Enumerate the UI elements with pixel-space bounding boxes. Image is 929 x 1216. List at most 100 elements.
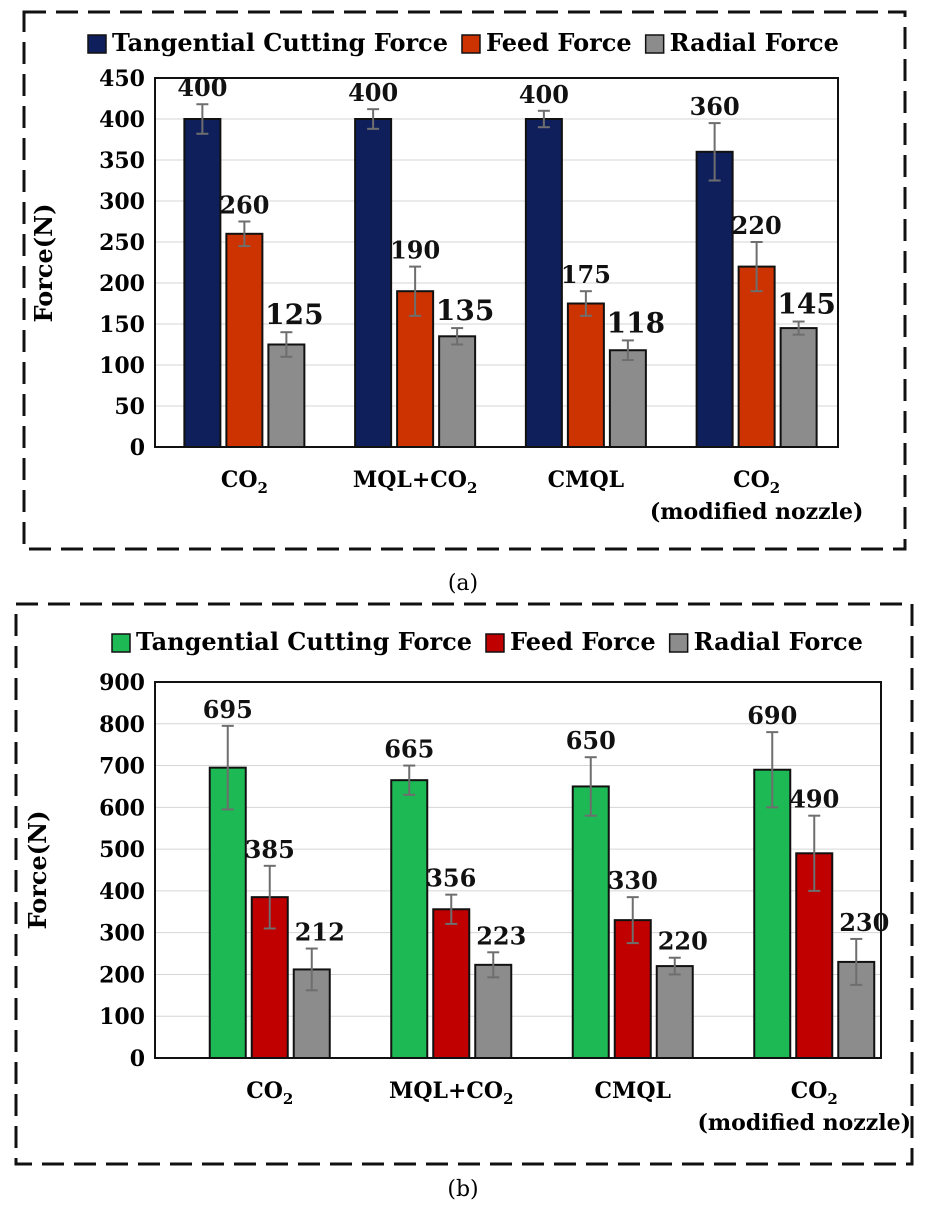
legend-label: Tangential Cutting Force — [136, 627, 472, 656]
data-label: 135 — [436, 294, 494, 327]
data-label: 330 — [608, 866, 658, 895]
x-tick-label: CO2 — [791, 1078, 838, 1108]
data-label: 220 — [658, 927, 708, 956]
legend-label: Tangential Cutting Force — [112, 28, 448, 57]
y-axis-label-a: Force(N) — [29, 204, 58, 323]
x-tick-label: MQL+CO2 — [353, 467, 478, 497]
legend-a: Tangential Cutting Force Feed Force Radial… — [87, 28, 839, 57]
bar — [390, 779, 429, 1060]
panel-a: Tangential Cutting Force Feed Force Radial… — [22, 10, 907, 596]
bar — [474, 963, 513, 1060]
plot-frame — [154, 77, 839, 448]
y-tick-label: 450 — [99, 66, 145, 92]
data-label: 230 — [839, 908, 889, 937]
y-tick-label: 800 — [99, 712, 145, 738]
bar — [779, 327, 818, 449]
x-tick-label: CO2 — [733, 467, 780, 497]
legend-label: Feed Force — [486, 28, 632, 57]
legend-swatch — [668, 633, 689, 653]
y-tick-label: 500 — [99, 837, 145, 863]
y-tick-label: 400 — [99, 107, 145, 133]
data-label: 400 — [177, 73, 227, 102]
y-tick-label: 350 — [99, 148, 145, 174]
data-label: 145 — [777, 288, 835, 321]
y-tick-label: 400 — [99, 879, 145, 905]
data-label: 490 — [789, 785, 839, 814]
plot-area-b: 0 100 200 300 400 500 600 700 800 900 695 385 212 CO2… — [99, 670, 911, 1136]
data-label: 665 — [384, 735, 434, 764]
bar — [208, 766, 247, 1060]
data-label: 118 — [607, 306, 665, 339]
y-axis-label-b: Force(N) — [23, 811, 52, 930]
bar — [608, 349, 647, 448]
legend-b: Tangential Cutting Force Feed Force Radial… — [111, 627, 863, 656]
legend-swatch — [644, 34, 665, 54]
y-tick-label: 100 — [99, 1004, 145, 1030]
legend-swatch — [87, 34, 107, 54]
data-label: 385 — [245, 835, 295, 864]
bar — [571, 785, 610, 1059]
bar — [524, 118, 563, 448]
x-tick-label-line2: (modified nozzle) — [697, 1110, 911, 1136]
panel-label-b: (b) — [447, 1177, 478, 1202]
bar — [695, 150, 734, 449]
x-tick-label-line2: (modified nozzle) — [650, 499, 864, 525]
data-label: 190 — [390, 236, 440, 265]
y-tick-label: 0 — [130, 435, 145, 461]
y-tick-label: 50 — [114, 394, 145, 420]
panel-b-border — [14, 602, 914, 1166]
plot-frame — [154, 681, 882, 1059]
data-label: 260 — [219, 191, 269, 220]
legend-label: Radial Force — [694, 627, 863, 656]
bar — [566, 302, 605, 448]
data-label: 360 — [690, 92, 740, 121]
panel-b: Tangential Cutting Force Feed Force Radial… — [14, 602, 914, 1202]
data-label: 223 — [476, 921, 526, 950]
data-label: 690 — [747, 701, 797, 730]
data-label: 695 — [203, 695, 253, 724]
x-tick-label: CO2 — [221, 467, 268, 497]
bar — [225, 232, 264, 448]
x-tick-label: CO2 — [246, 1078, 293, 1108]
x-tick-label: CMQL — [595, 1078, 672, 1104]
y-tick-label: 600 — [99, 795, 145, 821]
panel-label-a: (a) — [448, 571, 478, 596]
y-tick-label: 700 — [99, 754, 145, 780]
y-tick-label: 0 — [130, 1046, 145, 1072]
legend-swatch — [485, 633, 505, 653]
legend-swatch — [461, 34, 481, 54]
y-tick-label: 300 — [99, 921, 145, 947]
y-tick-label: 200 — [99, 271, 145, 297]
y-tick-label: 200 — [99, 962, 145, 988]
y-tick-label: 150 — [99, 312, 145, 338]
data-label: 220 — [732, 211, 782, 240]
data-label: 650 — [566, 726, 616, 755]
bar — [267, 343, 306, 448]
legend-label: Feed Force — [510, 627, 656, 656]
bar — [396, 290, 435, 449]
bar — [737, 265, 776, 448]
y-tick-label: 900 — [99, 670, 145, 696]
data-label: 400 — [348, 78, 398, 107]
panel-a-border — [22, 10, 907, 551]
bar — [354, 118, 393, 448]
y-tick-label: 250 — [99, 230, 145, 256]
data-label: 400 — [519, 80, 569, 109]
bar — [753, 768, 792, 1059]
data-label: 175 — [561, 260, 611, 289]
legend-swatch — [111, 633, 131, 653]
y-tick-label: 300 — [99, 189, 145, 215]
y-tick-label: 100 — [99, 353, 145, 379]
x-tick-label: CMQL — [548, 467, 625, 493]
data-label: 125 — [265, 298, 323, 331]
legend-label: Radial Force — [670, 28, 839, 57]
data-label: 356 — [426, 864, 476, 893]
data-label: 212 — [295, 918, 345, 947]
bar — [438, 335, 477, 448]
bar — [655, 965, 694, 1059]
bar — [432, 908, 471, 1059]
plot-area-a: 0 50 100 150 200 250 300 350 400 450 400 260 125 CO2 4… — [99, 66, 863, 525]
x-tick-label: MQL+CO2 — [389, 1078, 514, 1108]
bar — [183, 118, 222, 448]
